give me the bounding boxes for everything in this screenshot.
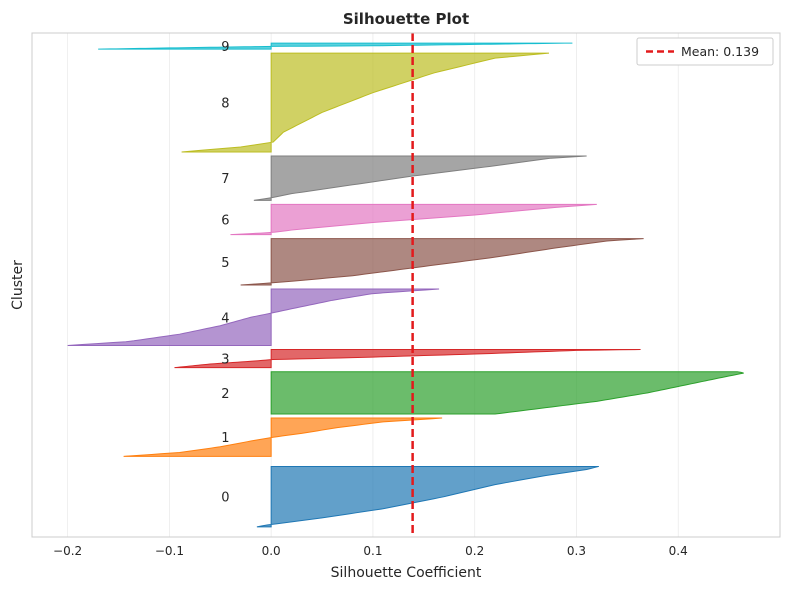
cluster-9-silhouette (98, 42, 573, 50)
cluster-7-label: 7 (221, 172, 229, 187)
x-tick-label-6: 0.4 (669, 544, 688, 558)
cluster-4-label: 4 (221, 311, 229, 326)
y-axis-label: Cluster (10, 260, 26, 310)
cluster-6-silhouette (230, 203, 597, 236)
cluster-8-label: 8 (221, 97, 229, 112)
chart-title: Silhouette Plot (343, 10, 469, 28)
legend: Mean: 0.139 (636, 37, 774, 66)
x-tick-label-2: 0.0 (262, 544, 281, 558)
x-axis-label: Silhouette Coefficient (331, 565, 482, 581)
x-tick-label-4: 0.2 (465, 544, 484, 558)
legend-mean-label: Mean: 0.139 (681, 44, 759, 59)
x-tick-label-1: −0.1 (155, 544, 184, 558)
x-tick-label-0: −0.2 (53, 544, 82, 558)
x-tick-label-3: 0.1 (363, 544, 382, 558)
cluster-1-silhouette (123, 417, 443, 457)
cluster-3-silhouette (174, 349, 641, 369)
plot-frame (31, 32, 781, 538)
cluster-8-silhouette (181, 52, 550, 153)
cluster-3-label: 3 (221, 353, 229, 368)
cluster-0-silhouette (256, 465, 599, 528)
cluster-4-silhouette (67, 288, 440, 346)
cluster-9-label: 9 (221, 40, 229, 55)
cluster-5-silhouette (240, 238, 644, 286)
cluster-1-label: 1 (221, 431, 229, 446)
cluster-5-label: 5 (221, 256, 229, 271)
cluster-2-silhouette (270, 371, 744, 415)
cluster-6-label: 6 (221, 213, 229, 228)
plot-area: 0 1 2 3 4 5 6 7 8 9 −0.2 −0.1 0.0 0.1 0.2 0.3 0.4 (31, 32, 781, 558)
x-tick-label-5: 0.3 (567, 544, 586, 558)
cluster-2-label: 2 (221, 387, 229, 402)
cluster-7-silhouette (253, 155, 587, 201)
legend-box (636, 37, 774, 66)
cluster-0-label: 0 (221, 491, 229, 506)
